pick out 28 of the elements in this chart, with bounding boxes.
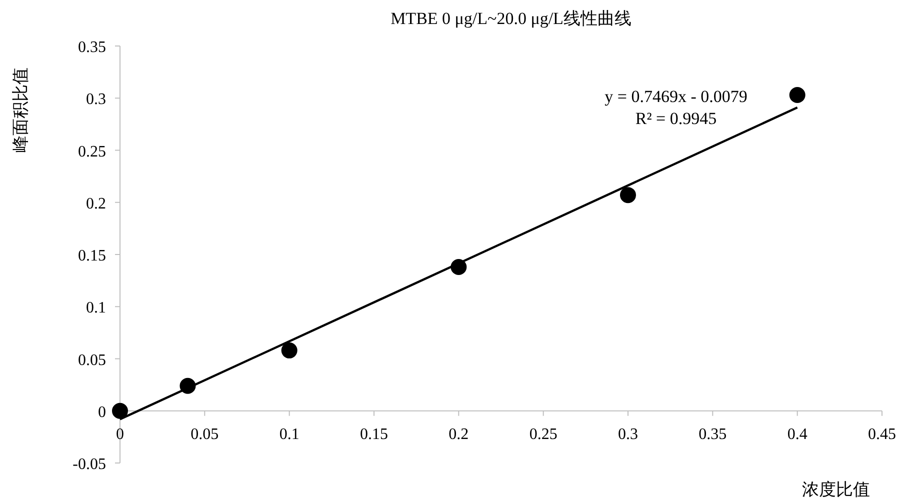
chart-title: MTBE 0 μg/L~20.0 μg/L线性曲线 xyxy=(390,9,632,28)
point xyxy=(112,402,128,419)
y-axis-title: 峰面积比值 xyxy=(11,68,30,152)
y-tick-label: 0.2 xyxy=(86,195,106,212)
annotation: y = 0.7469x - 0.0079 xyxy=(604,87,748,106)
y-tick-label: 0.35 xyxy=(78,39,106,56)
x-tick-label: 0.15 xyxy=(360,426,388,443)
y-tick-label: 0.05 xyxy=(78,352,106,369)
y-tick-label: 0.3 xyxy=(86,91,106,108)
y-tick-label: -0.05 xyxy=(72,456,106,473)
point xyxy=(789,87,806,103)
x-tick-label: 0.35 xyxy=(698,426,727,443)
x-tick-label: 0.1 xyxy=(279,426,300,443)
x-tick-label: 0.3 xyxy=(618,426,638,443)
x-tick-label: 0.05 xyxy=(190,426,219,443)
x-tick-label: 0 xyxy=(116,426,124,443)
point xyxy=(620,187,636,204)
x-tick-label: 0.2 xyxy=(448,426,469,443)
y-tick-label: 0.1 xyxy=(86,300,106,317)
y-tick-label: 0 xyxy=(98,404,106,421)
y-tick-label: 0.25 xyxy=(78,143,106,160)
x-tick-label: 0.25 xyxy=(529,426,558,443)
annotation: R² = 0.9945 xyxy=(635,109,717,128)
x-axis-title: 浓度比值 xyxy=(802,480,870,499)
point xyxy=(281,342,298,358)
y-tick-label: 0.15 xyxy=(78,248,106,264)
x-tick-label: 0.4 xyxy=(787,426,808,443)
x-tick-label: 0.45 xyxy=(868,426,896,443)
